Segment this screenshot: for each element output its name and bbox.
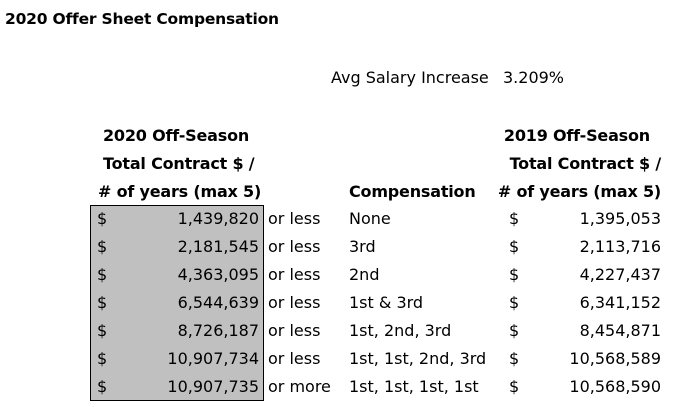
currency-2020: $ xyxy=(97,377,108,396)
qualifier: or less xyxy=(268,293,321,312)
sheet-title: 2020 Offer Sheet Compensation xyxy=(5,10,279,28)
table-row: $2,181,545 or less 3rd $2,113,716 xyxy=(0,233,680,261)
currency-2020: $ xyxy=(97,349,108,368)
qualifier: or more xyxy=(268,377,331,396)
header-2020-line1: 2020 Off-Season xyxy=(103,126,250,145)
currency-2020: $ xyxy=(97,293,108,312)
currency-2019: $ xyxy=(509,209,520,228)
currency-2020: $ xyxy=(97,237,108,256)
table-row: $10,907,735 or more 1st, 1st, 1st, 1st $10,… xyxy=(0,373,680,401)
amount-2019: 10,568,590 xyxy=(569,377,661,396)
currency-2019: $ xyxy=(509,377,520,396)
header-2019-line3: # of years (max 5) xyxy=(497,182,661,201)
avg-salary-increase-value: 3.209% xyxy=(503,68,565,87)
currency-2019: $ xyxy=(509,293,520,312)
amount-2020: 2,181,545 xyxy=(177,237,259,256)
compensation-value: 1st, 2nd, 3rd xyxy=(349,321,452,340)
compensation-value: 1st, 1st, 2nd, 3rd xyxy=(349,349,487,368)
currency-2019: $ xyxy=(509,321,520,340)
amount-2019: 1,395,053 xyxy=(579,209,661,228)
amount-2020: 4,363,095 xyxy=(177,265,259,284)
header-2020-line3: # of years (max 5) xyxy=(98,182,262,201)
table-row: $1,439,820 or less None $1,395,053 xyxy=(0,205,680,233)
qualifier: or less xyxy=(268,237,321,256)
compensation-value: None xyxy=(349,209,391,228)
table-row: $6,544,639 or less 1st & 3rd $6,341,152 xyxy=(0,289,680,317)
currency-2019: $ xyxy=(509,237,520,256)
currency-2020: $ xyxy=(97,209,108,228)
amount-2020: 8,726,187 xyxy=(177,321,259,340)
qualifier: or less xyxy=(268,209,321,228)
compensation-value: 1st & 3rd xyxy=(349,293,424,312)
amount-2019: 6,341,152 xyxy=(579,293,661,312)
amount-2019: 2,113,716 xyxy=(579,237,661,256)
amount-2019: 4,227,437 xyxy=(579,265,661,284)
header-2020-line2: Total Contract $ / xyxy=(103,154,255,173)
amount-2020: 6,544,639 xyxy=(177,293,259,312)
compensation-value: 2nd xyxy=(349,265,380,284)
amount-2020: 10,907,735 xyxy=(167,377,259,396)
currency-2020: $ xyxy=(97,321,108,340)
amount-2019: 8,454,871 xyxy=(579,321,661,340)
amount-2020: 10,907,734 xyxy=(167,349,259,368)
table-row: $10,907,734 or less 1st, 1st, 2nd, 3rd $10,… xyxy=(0,345,680,373)
amount-2020: 1,439,820 xyxy=(177,209,259,228)
table-row: $4,363,095 or less 2nd $4,227,437 xyxy=(0,261,680,289)
amount-2019: 10,568,589 xyxy=(569,349,661,368)
qualifier: or less xyxy=(268,321,321,340)
header-2019-line2: Total Contract $ / xyxy=(509,154,662,173)
qualifier: or less xyxy=(268,265,321,284)
shaded-2020-column xyxy=(90,205,264,401)
currency-2020: $ xyxy=(97,265,108,284)
compensation-value: 1st, 1st, 1st, 1st xyxy=(349,377,479,396)
currency-2019: $ xyxy=(509,265,520,284)
compensation-value: 3rd xyxy=(349,237,376,256)
table-row: $8,726,187 or less 1st, 2nd, 3rd $8,454,871 xyxy=(0,317,680,345)
qualifier: or less xyxy=(268,349,321,368)
header-2019-line1: 2019 Off-Season xyxy=(503,126,650,145)
header-compensation: Compensation xyxy=(349,182,476,201)
avg-salary-increase-label: Avg Salary Increase xyxy=(331,68,489,87)
currency-2019: $ xyxy=(509,349,520,368)
